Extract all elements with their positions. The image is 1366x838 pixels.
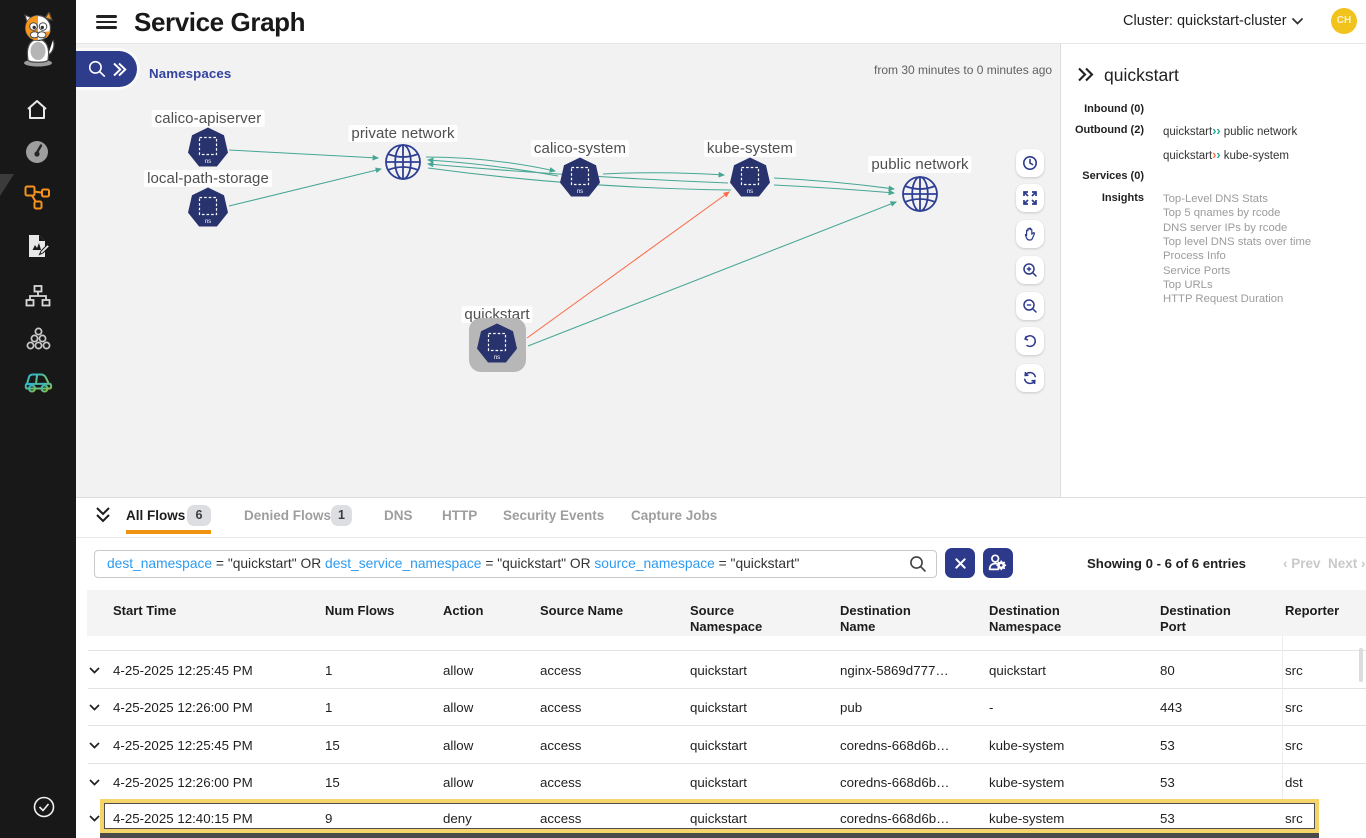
svg-text:ns: ns (205, 219, 211, 225)
svg-text:ns: ns (747, 189, 753, 195)
svg-text:ns: ns (494, 355, 500, 361)
svg-text:ns: ns (577, 189, 583, 195)
svg-text:ns: ns (205, 159, 211, 165)
